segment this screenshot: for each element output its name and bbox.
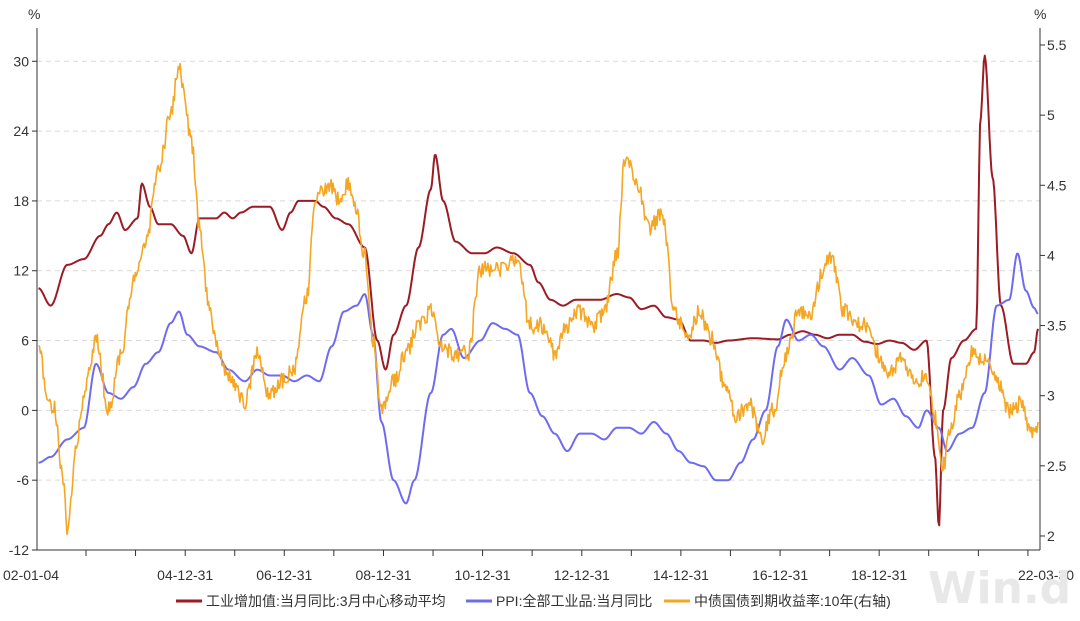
x-tick-label: 08-12-31 bbox=[355, 567, 411, 583]
x-tick-label: 10-12-31 bbox=[455, 567, 511, 583]
right-tick-label: 5.5 bbox=[1047, 37, 1067, 53]
right-tick-label: 3 bbox=[1047, 388, 1055, 404]
x-tick-label: 04-12-31 bbox=[157, 567, 213, 583]
right-tick-label: 5 bbox=[1047, 107, 1055, 123]
legend-label-1: PPI:全部工业品:当月同比 bbox=[496, 593, 652, 609]
left-tick-label: 24 bbox=[13, 123, 29, 139]
left-tick-label: 30 bbox=[13, 53, 29, 69]
right-tick-label: 3.5 bbox=[1047, 318, 1067, 334]
axes: 30 24 18 12 6 0 -6 -12 5.5 5 4.5 4 3.5 3 2.5 2% % 02-01-0… bbox=[3, 6, 1074, 583]
legend-label-0: 工业增加值:当月同比:3月中心移动平均 bbox=[206, 593, 446, 609]
right-tick-label: 4 bbox=[1047, 247, 1055, 263]
left-tick-label: 12 bbox=[13, 263, 29, 279]
left-tick-label: -12 bbox=[9, 542, 29, 558]
right-axis-unit: % bbox=[1034, 6, 1046, 22]
x-tick-label: 18-12-31 bbox=[851, 567, 907, 583]
x-tick-label: 16-12-31 bbox=[752, 567, 808, 583]
right-tick-label: 4.5 bbox=[1047, 177, 1067, 193]
right-tick-label: 2.5 bbox=[1047, 458, 1067, 474]
series-line-1 bbox=[38, 252, 1039, 505]
watermark: Win.d bbox=[928, 563, 1071, 614]
x-tick-label: 14-12-31 bbox=[653, 567, 709, 583]
series-line-2 bbox=[38, 62, 1039, 536]
left-tick-label: -6 bbox=[17, 472, 30, 488]
right-tick-label: 2 bbox=[1047, 528, 1055, 544]
left-tick-label: 18 bbox=[13, 193, 29, 209]
x-tick-label: 06-12-31 bbox=[256, 567, 312, 583]
series-lines bbox=[38, 54, 1039, 536]
x-tick-label: 22-03-30 bbox=[1018, 567, 1074, 583]
left-axis-unit: % bbox=[28, 6, 40, 22]
left-tick-label: 0 bbox=[21, 402, 29, 418]
x-tick-label: 12-12-31 bbox=[554, 567, 610, 583]
legend-label-2: 中债国债到期收益率:10年(右轴) bbox=[694, 593, 891, 609]
series-line-0 bbox=[38, 54, 1039, 527]
legend: 工业增加值:当月同比:3月中心移动平均 PPI:全部工业品:当月同比 中债国债到期收… bbox=[176, 593, 891, 609]
grid-lines bbox=[37, 60, 1040, 551]
left-tick-label: 6 bbox=[21, 333, 29, 349]
x-tick-label: 02-01-04 bbox=[3, 567, 59, 583]
